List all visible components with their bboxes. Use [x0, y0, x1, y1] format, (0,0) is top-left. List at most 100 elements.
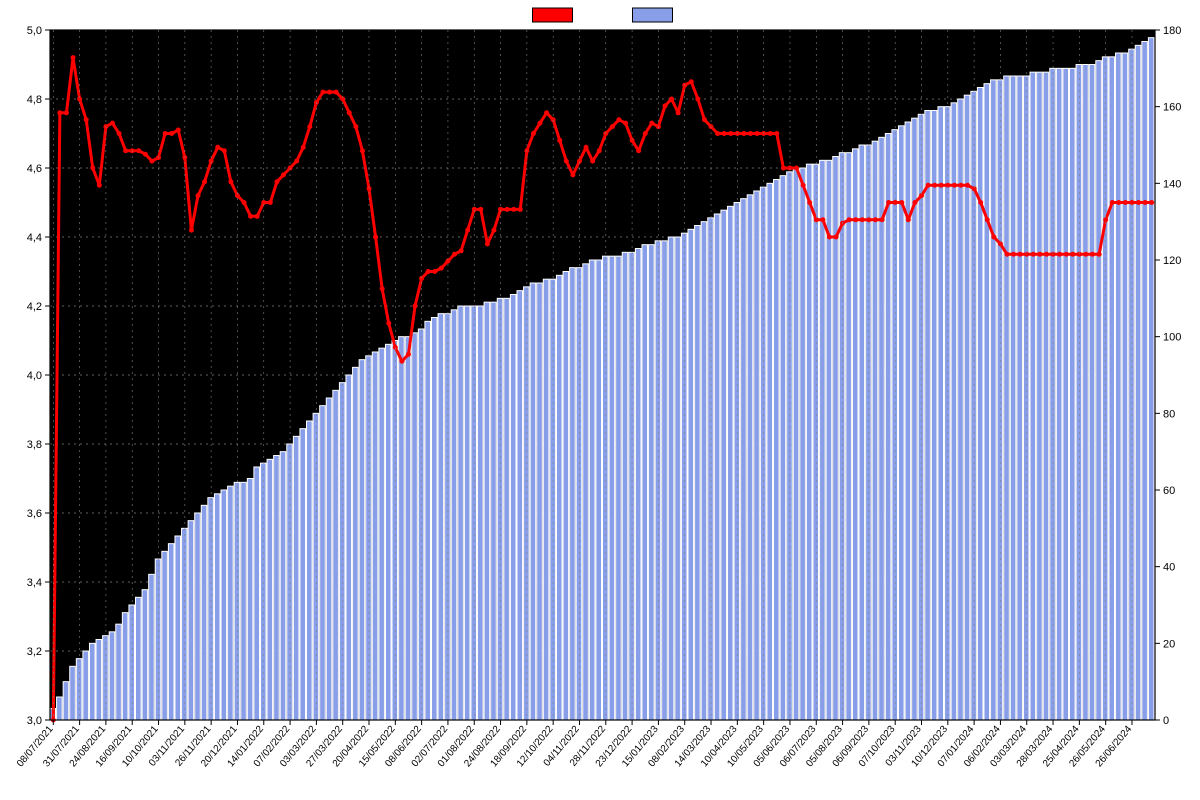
- line-marker: [807, 200, 812, 205]
- bar: [721, 210, 727, 720]
- bar: [175, 536, 181, 720]
- line-marker: [932, 183, 937, 188]
- line-marker: [1123, 200, 1128, 205]
- line-marker: [748, 131, 753, 136]
- line-marker: [202, 179, 207, 184]
- bar: [800, 168, 806, 720]
- line-marker: [649, 121, 654, 126]
- bar: [353, 367, 359, 720]
- legend-swatch-line: [533, 8, 573, 22]
- bar: [958, 99, 964, 720]
- bar: [662, 241, 668, 720]
- line-marker: [97, 183, 102, 188]
- line-marker: [413, 304, 418, 309]
- line-marker: [538, 121, 543, 126]
- line-marker: [669, 97, 674, 102]
- line-marker: [1149, 200, 1154, 205]
- line-marker: [406, 352, 411, 357]
- line-marker: [689, 79, 694, 84]
- bar: [241, 482, 247, 720]
- y-left-tick-label: 4,8: [27, 94, 42, 106]
- bar: [517, 291, 523, 720]
- bar: [1043, 72, 1049, 720]
- bar: [109, 632, 115, 720]
- y-right-tick-label: 100: [1163, 332, 1181, 344]
- line-marker: [1116, 200, 1121, 205]
- line-marker: [347, 110, 352, 115]
- bar: [734, 203, 740, 721]
- bar: [221, 490, 227, 720]
- line-marker: [801, 183, 806, 188]
- bar: [543, 279, 549, 720]
- line-marker: [491, 228, 496, 233]
- line-marker: [623, 121, 628, 126]
- bar: [497, 298, 503, 720]
- bar: [267, 459, 273, 720]
- line-marker: [847, 217, 852, 222]
- line-marker: [939, 183, 944, 188]
- bar: [399, 337, 405, 720]
- bar: [866, 145, 872, 720]
- line-marker: [465, 228, 470, 233]
- line-marker: [136, 148, 141, 153]
- line-marker: [1057, 252, 1062, 257]
- bar: [570, 268, 576, 720]
- bar: [359, 360, 365, 720]
- line-marker: [695, 97, 700, 102]
- bar: [695, 226, 701, 721]
- y-left-tick-label: 4,2: [27, 301, 42, 313]
- line-marker: [636, 148, 641, 153]
- line-marker: [926, 183, 931, 188]
- line-marker: [768, 131, 773, 136]
- bar: [1089, 65, 1095, 721]
- line-marker: [610, 124, 615, 129]
- line-marker: [781, 166, 786, 171]
- bar: [234, 482, 240, 720]
- bar: [622, 252, 628, 720]
- line-marker: [728, 131, 733, 136]
- bar: [603, 256, 609, 720]
- bar: [635, 249, 641, 721]
- y-left-tick-label: 3,0: [27, 715, 42, 727]
- line-marker: [912, 200, 917, 205]
- line-marker: [860, 217, 865, 222]
- bar: [168, 544, 174, 720]
- line-marker: [1037, 252, 1042, 257]
- bar: [320, 406, 326, 720]
- line-marker: [84, 117, 89, 122]
- bar: [346, 375, 352, 720]
- bar: [405, 337, 411, 720]
- bar: [642, 245, 648, 720]
- line-marker: [985, 217, 990, 222]
- bar: [254, 467, 260, 720]
- bar: [774, 180, 780, 721]
- bar: [313, 413, 319, 720]
- line-marker: [307, 124, 312, 129]
- y-left-tick-label: 3,8: [27, 439, 42, 451]
- bar: [228, 486, 234, 720]
- y-right-tick-label: 40: [1163, 562, 1175, 574]
- y-right-tick-label: 180: [1163, 25, 1181, 37]
- line-marker: [827, 235, 832, 240]
- bar: [491, 302, 497, 720]
- bar: [162, 551, 168, 720]
- line-marker: [439, 266, 444, 271]
- line-marker: [702, 117, 707, 122]
- bar: [846, 153, 852, 720]
- bar: [1037, 72, 1043, 720]
- line-marker: [274, 179, 279, 184]
- bar: [780, 176, 786, 720]
- bar: [997, 80, 1003, 720]
- bar: [83, 651, 89, 720]
- bar: [155, 559, 161, 720]
- bar: [149, 574, 155, 720]
- line-marker: [544, 110, 549, 115]
- bar: [451, 310, 457, 720]
- bar: [1102, 57, 1108, 720]
- bar: [1010, 76, 1016, 720]
- line-marker: [57, 110, 62, 115]
- line-marker: [833, 235, 838, 240]
- line-marker: [564, 159, 569, 164]
- line-marker: [110, 121, 115, 126]
- bar: [892, 130, 898, 720]
